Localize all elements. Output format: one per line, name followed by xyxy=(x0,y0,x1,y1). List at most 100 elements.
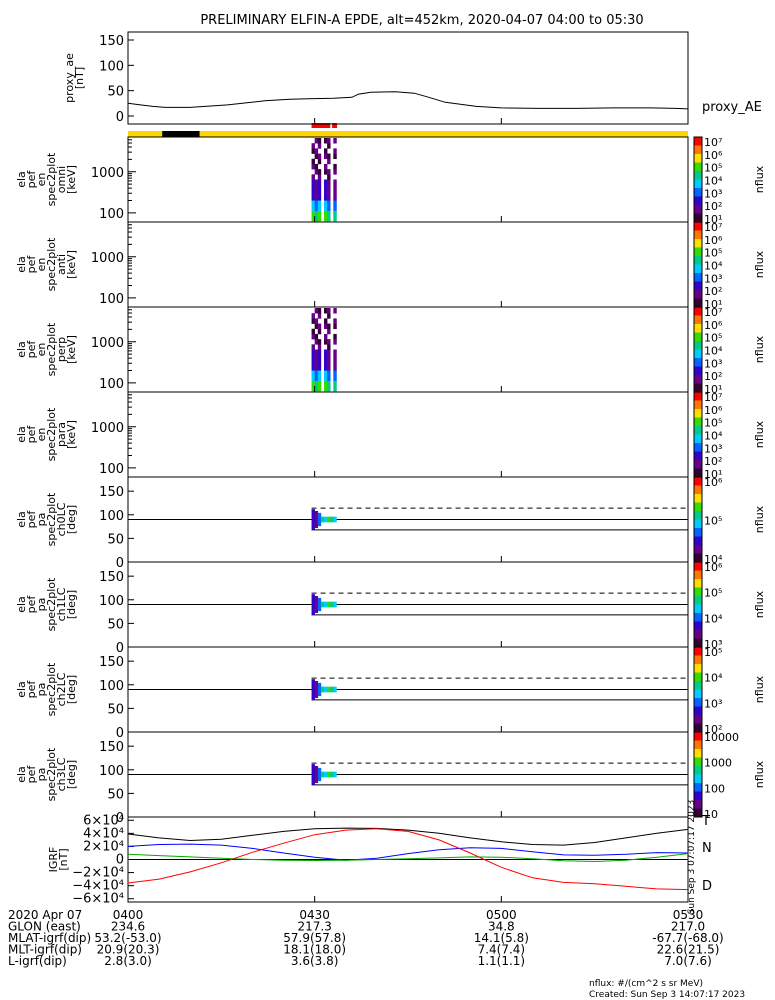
y-tick-label: 150 xyxy=(99,655,124,670)
colorbar-tick-label: 10¹ xyxy=(704,468,722,481)
y-axis-label-line: pef xyxy=(25,425,38,444)
spectrogram-cell xyxy=(314,148,319,154)
spectrogram-cell xyxy=(324,385,328,392)
colorbar-segment xyxy=(694,273,702,282)
colorbar-segment xyxy=(694,392,702,401)
colorbar-segment xyxy=(694,723,702,733)
y-axis-label-line: pa xyxy=(35,683,48,697)
spectrogram-cell xyxy=(324,189,328,196)
colorbar-tick-label: 10⁵ xyxy=(704,162,722,175)
panel-spec2plot_anti: 1000 100 xyxy=(91,221,689,308)
spectrogram-cell xyxy=(327,313,331,319)
spectrogram-cell xyxy=(314,511,319,528)
colorbar-segment xyxy=(694,341,702,350)
y-axis-label-line: [nT] xyxy=(57,848,70,870)
spectrogram-cell xyxy=(333,354,337,361)
y-tick-label: 150 xyxy=(99,740,124,755)
y-tick-label: −6×10⁴ xyxy=(72,892,124,907)
spectrogram-cell xyxy=(314,138,319,144)
bar-red xyxy=(311,123,331,128)
spectrogram-cell xyxy=(311,148,315,154)
y-axis-label-line: [nT] xyxy=(73,67,86,89)
spectrogram-cell xyxy=(327,354,331,361)
spectrogram-cell xyxy=(327,385,331,392)
spectrogram-cell xyxy=(311,365,315,371)
y-tick-label: 1000 xyxy=(91,421,124,436)
y-axis-label-line: spec2plot xyxy=(45,237,58,291)
spectrogram-cell xyxy=(311,349,315,355)
panel-igrf: 6×10⁴4×10⁴2×10⁴0−2×10⁴−4×10⁴−6×10⁴TNDSun… xyxy=(72,800,712,915)
spectrogram-cell xyxy=(324,153,328,160)
colorbar-spec2plot_ch3LC: 10000 1000 100 10 nflux xyxy=(693,731,766,821)
spectrogram-cell xyxy=(314,215,319,222)
spectrogram-cell xyxy=(333,163,337,170)
spectrogram-cell xyxy=(327,179,331,185)
bottom-row-value: 18.1(18.0) xyxy=(283,943,346,957)
spectrogram-cell xyxy=(333,359,337,366)
spectrogram-cell xyxy=(317,189,322,196)
spectrogram-cell xyxy=(327,205,331,211)
spectrogram-cell xyxy=(314,375,319,381)
y-axis-label-line: ela xyxy=(15,256,28,273)
bottom-row-value: 20.9(20.3) xyxy=(97,943,160,957)
y-axis-label-line: ela xyxy=(15,596,28,613)
spectrogram-cell xyxy=(324,205,328,211)
colorbar-segment xyxy=(694,553,702,563)
y-tick-label: 1000 xyxy=(91,251,124,266)
colorbar-segment xyxy=(694,630,702,639)
spectrogram-cell xyxy=(317,153,322,160)
spectrogram-cell xyxy=(327,516,331,523)
colorbar-tick-label: 1000 xyxy=(704,757,732,770)
spectrogram-cell xyxy=(324,184,328,191)
colorbar-tick-label: 10⁴ xyxy=(704,345,723,358)
y-axis-label-line: anti xyxy=(55,254,68,275)
spectrogram-cell xyxy=(317,359,322,366)
spectrogram-cell xyxy=(324,215,328,222)
bottom-row-value: 7.4(7.4) xyxy=(478,943,526,957)
spectrogram-cell xyxy=(311,174,315,180)
y-axis-label-line: spec2plot xyxy=(45,662,58,716)
y-axis-label-line: pef xyxy=(25,595,38,614)
y-tick-label: 100 xyxy=(99,509,124,524)
y-tick-label: 100 xyxy=(99,594,124,609)
bottom-row-value: 3.6(3.8) xyxy=(291,954,339,968)
spectrogram-cell xyxy=(317,158,322,165)
y-tick-label: −4×10⁴ xyxy=(72,879,124,894)
colorbar-segment xyxy=(694,162,702,172)
spectrogram-cell xyxy=(317,169,322,175)
colorbar-tick-label: 10 xyxy=(704,808,718,821)
panel-frame xyxy=(127,306,689,393)
spectrogram-cell xyxy=(311,163,315,170)
footer-created: Created: Sun Sep 3 14:07:17 2023 xyxy=(589,990,745,1000)
spectrogram-cell xyxy=(317,184,322,191)
spectrogram-cell xyxy=(324,686,328,693)
colorbar-tick-label: 10⁴ xyxy=(704,672,723,685)
y-tick-label: 1000 xyxy=(91,166,124,181)
spectrogram-cell xyxy=(333,138,337,144)
y-tick-label: 6×10⁴ xyxy=(83,813,124,828)
spectrogram-cell xyxy=(324,601,328,608)
spectrogram-cell xyxy=(333,308,337,314)
spectrogram-cell xyxy=(314,766,319,783)
colorbar-tick-label: 10⁶ xyxy=(704,234,723,247)
spectrogram-cell xyxy=(327,771,331,778)
colorbar-segment xyxy=(694,213,702,223)
colorbar-segment xyxy=(694,715,702,724)
spectrogram-cell xyxy=(317,597,322,612)
y-tick-label: 100 xyxy=(99,207,124,222)
y-axis-label-line: spec2plot xyxy=(45,492,58,546)
spectrogram-cell xyxy=(311,375,315,381)
spectrogram-cell xyxy=(324,163,328,170)
spectrogram-cell xyxy=(333,771,337,778)
colorbar-tick-label: 10⁴ xyxy=(704,175,723,188)
y-axis-label-line: perp xyxy=(55,337,68,362)
legend-T: T xyxy=(701,814,710,829)
colorbar-segment xyxy=(694,417,702,427)
spectrogram-cell xyxy=(333,210,337,217)
y-axis-label-line: ch3LC xyxy=(55,757,68,791)
y-axis-label-line: en xyxy=(35,258,48,272)
panel-spec2plot_ch2LC: 150 100 50 0 xyxy=(99,646,689,741)
